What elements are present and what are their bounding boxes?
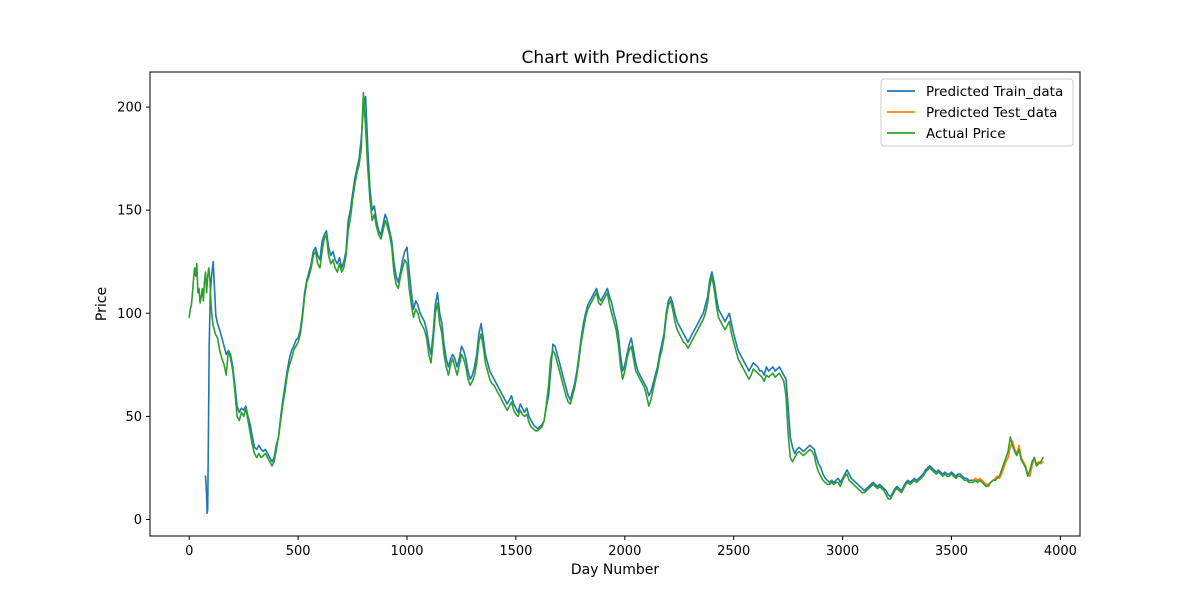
y-axis-label: Price [94,287,110,321]
y-axis: 0 50 100 150 200 [117,101,150,528]
x-tick-label: 2500 [717,544,750,559]
x-tick-label: 1500 [499,544,532,559]
x-tick-label: 1000 [390,544,423,559]
legend-label-1: Predicted Train_data [926,84,1063,100]
x-axis-label: Day Number [571,562,660,578]
x-axis: 0 500 1000 1500 2000 2500 3000 3500 4000 [185,536,1077,559]
x-tick-label: 3500 [935,544,968,559]
x-tick-label: 0 [185,544,193,559]
y-tick-label: 50 [125,410,142,425]
axes-frame [149,71,1081,537]
axes-background [150,72,1080,536]
legend-box [880,78,1074,147]
y-tick-label: 150 [117,204,142,219]
legend-label-3: Actual Price [926,126,1006,142]
x-tick-label: 3000 [826,544,859,559]
legend: Predicted Train_data Predicted Test_data A… [880,78,1074,147]
series-line-3 [188,91,1044,500]
series-layer [188,91,1044,515]
chart-title: Chart with Predictions [522,48,709,68]
x-tick-label: 4000 [1044,544,1077,559]
legend-label-2: Predicted Test_data [926,105,1057,121]
y-tick-label: 200 [117,101,142,116]
plot-area [149,71,1081,537]
series-line-1 [204,95,975,515]
y-tick-label: 100 [117,307,142,322]
series-line-2 [972,440,1044,488]
x-tick-label: 2000 [608,544,641,559]
x-tick-label: 500 [286,544,311,559]
y-tick-label: 0 [134,513,142,528]
